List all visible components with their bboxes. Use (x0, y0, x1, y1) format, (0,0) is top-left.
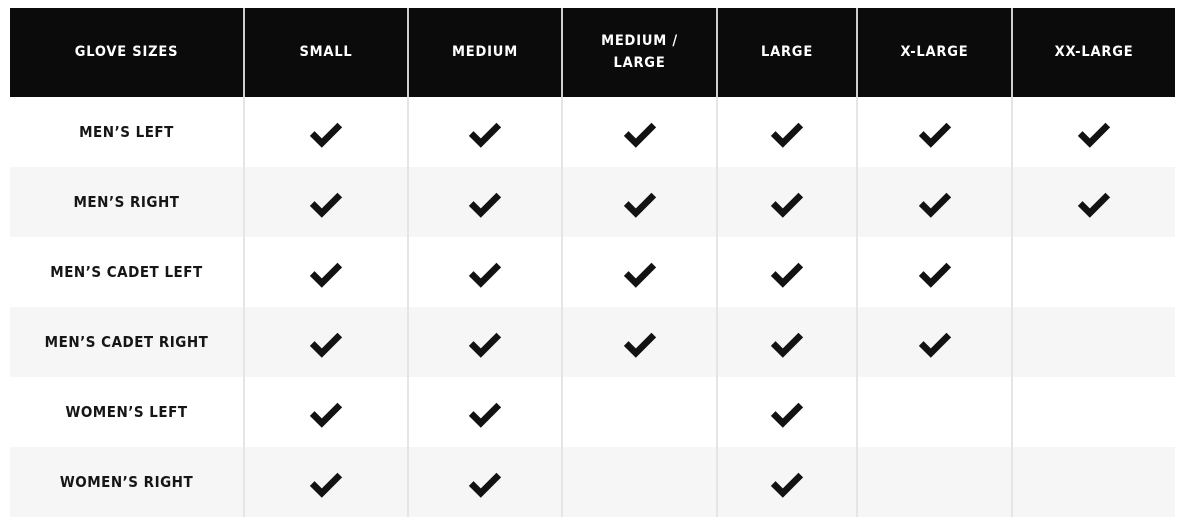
check-icon (308, 192, 344, 218)
check-icon (308, 262, 344, 288)
check-icon (769, 402, 805, 428)
header-cell-large: LARGE (716, 8, 857, 97)
table-row-women-s-right: WOMEN’S RIGHT (10, 447, 1175, 517)
check-cell-large (716, 307, 857, 377)
check-icon (769, 192, 805, 218)
check-icon (308, 472, 344, 498)
check-icon (1076, 192, 1112, 218)
check-icon (917, 192, 953, 218)
check-icon (769, 262, 805, 288)
check-icon (467, 402, 503, 428)
check-cell-xx-large (1011, 167, 1175, 237)
empty-cell-xx-large (1011, 377, 1175, 447)
check-icon (467, 472, 503, 498)
empty-cell-x-large (856, 377, 1012, 447)
check-cell-small (243, 447, 408, 517)
check-cell-large (716, 377, 857, 447)
check-cell-x-large (856, 237, 1012, 307)
check-icon (467, 262, 503, 288)
header-cell-x-large: X-LARGE (856, 8, 1012, 97)
check-cell-small (243, 307, 408, 377)
empty-cell-xx-large (1011, 237, 1175, 307)
check-cell-medium (407, 97, 562, 167)
check-icon (622, 332, 658, 358)
check-cell-medium (407, 307, 562, 377)
empty-cell-medium-large (561, 447, 717, 517)
check-cell-small (243, 377, 408, 447)
check-cell-medium-large (561, 167, 717, 237)
table-body: MEN’S LEFT MEN’S RIGHT MEN’S CADET LEFT MEN… (10, 97, 1175, 517)
check-cell-x-large (856, 97, 1012, 167)
check-icon (622, 122, 658, 148)
row-label: MEN’S CADET RIGHT (10, 307, 244, 377)
check-icon (622, 262, 658, 288)
empty-cell-xx-large (1011, 447, 1175, 517)
check-cell-x-large (856, 167, 1012, 237)
check-cell-medium (407, 447, 562, 517)
check-icon (622, 192, 658, 218)
check-cell-medium (407, 237, 562, 307)
check-icon (917, 122, 953, 148)
check-cell-large (716, 97, 857, 167)
check-icon (769, 122, 805, 148)
glove-size-availability-table: GLOVE SIZES SMALL MEDIUM MEDIUM / LARGE LARG… (10, 8, 1175, 517)
check-icon (308, 402, 344, 428)
row-label: MEN’S CADET LEFT (50, 263, 203, 281)
check-icon (769, 332, 805, 358)
check-cell-medium-large (561, 237, 717, 307)
check-cell-small (243, 237, 408, 307)
check-cell-large (716, 447, 857, 517)
check-cell-large (716, 237, 857, 307)
check-icon (769, 472, 805, 498)
row-label: MEN’S RIGHT (10, 167, 244, 237)
header-cell-medium: MEDIUM (407, 8, 562, 97)
empty-cell-x-large (856, 447, 1012, 517)
check-icon (308, 332, 344, 358)
check-cell-small (243, 97, 408, 167)
check-cell-medium-large (561, 97, 717, 167)
header-cell-xx-large: XX-LARGE (1011, 8, 1175, 97)
header-cell-small: SMALL (243, 8, 408, 97)
table-row-women-s-left: WOMEN’S LEFT (10, 377, 1175, 447)
check-cell-xx-large (1011, 97, 1175, 167)
table-row-men-s-right: MEN’S RIGHT (10, 167, 1175, 237)
check-icon (1076, 122, 1112, 148)
check-cell-medium (407, 377, 562, 447)
row-label: WOMEN’S LEFT (65, 403, 188, 421)
check-icon (467, 192, 503, 218)
check-icon (917, 262, 953, 288)
header-row: GLOVE SIZES SMALL MEDIUM MEDIUM / LARGE LARG… (10, 8, 1175, 97)
header-cell-medium-large: MEDIUM / LARGE (561, 8, 717, 97)
check-cell-medium-large (561, 307, 717, 377)
empty-cell-medium-large (561, 377, 717, 447)
check-icon (467, 332, 503, 358)
header-cell-row-label: GLOVE SIZES (10, 8, 244, 97)
check-cell-large (716, 167, 857, 237)
table-row-men-s-cadet-left: MEN’S CADET LEFT (10, 237, 1175, 307)
row-label: MEN’S LEFT (79, 123, 174, 141)
check-icon (308, 122, 344, 148)
check-cell-x-large (856, 307, 1012, 377)
check-icon (917, 332, 953, 358)
row-label: WOMEN’S RIGHT (10, 447, 244, 517)
check-cell-medium (407, 167, 562, 237)
check-cell-small (243, 167, 408, 237)
table-row-men-s-cadet-right: MEN’S CADET RIGHT (10, 307, 1175, 377)
table-row-men-s-left: MEN’S LEFT (10, 97, 1175, 167)
check-icon (467, 122, 503, 148)
empty-cell-xx-large (1011, 307, 1175, 377)
